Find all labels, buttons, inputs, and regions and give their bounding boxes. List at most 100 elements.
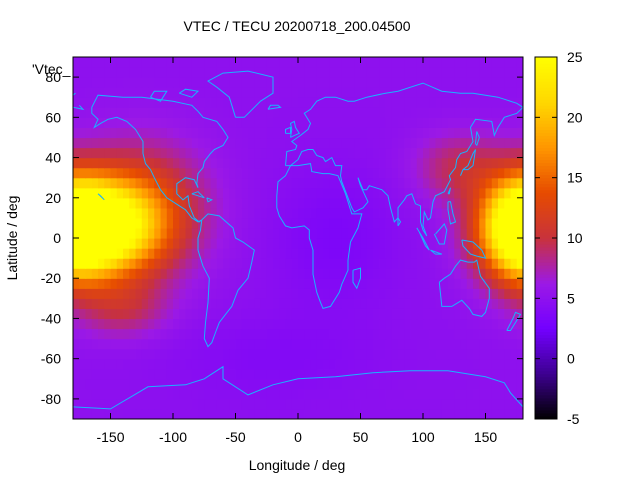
colorbar-segment (535, 355, 557, 360)
heatmap-cell (423, 368, 430, 380)
heatmap-cell (279, 177, 287, 189)
heatmap-cell (323, 238, 330, 249)
heatmap-cell (110, 248, 118, 259)
heatmap-cell (485, 388, 493, 400)
heatmap-cell (273, 298, 280, 309)
heatmap-cell (498, 157, 505, 169)
heatmap-cell (241, 268, 249, 279)
heatmap-cell (335, 187, 343, 199)
colorbar-segment (535, 247, 557, 251)
heatmap-cell (148, 87, 155, 98)
heatmap-cell (204, 378, 212, 390)
heatmap-cell (473, 157, 480, 169)
heatmap-cell (498, 298, 505, 309)
heatmap-cell (379, 348, 387, 360)
heatmap-cell (191, 328, 199, 340)
heatmap-cell (304, 358, 312, 370)
heatmap-cell (366, 398, 374, 410)
heatmap-cell (360, 87, 368, 98)
heatmap-cell (223, 258, 230, 269)
colorbar-segment (535, 376, 557, 381)
heatmap-cell (235, 67, 243, 78)
heatmap-cell (441, 77, 449, 88)
heatmap-cell (229, 57, 237, 68)
heatmap-cell (485, 338, 493, 350)
heatmap-cell (373, 97, 380, 108)
y-tick-label: -60 (41, 351, 61, 367)
heatmap-cell (416, 197, 424, 209)
heatmap-cell (254, 308, 262, 320)
heatmap-cell (104, 318, 112, 330)
heatmap-cell (141, 217, 149, 229)
heatmap-cell (385, 378, 393, 390)
heatmap-cell (404, 298, 412, 309)
heatmap-cell (441, 348, 449, 360)
heatmap-cell (210, 217, 218, 229)
heatmap-cell (229, 328, 237, 340)
heatmap-cell (416, 57, 424, 68)
heatmap-cell (429, 408, 437, 419)
heatmap-cell (254, 107, 262, 118)
heatmap-cell (91, 97, 99, 108)
heatmap-cell (285, 207, 293, 219)
heatmap-cell (510, 338, 518, 350)
heatmap-cell (454, 298, 462, 309)
heatmap-cell (323, 258, 330, 269)
heatmap-cell (260, 238, 268, 249)
heatmap-cell (404, 238, 412, 249)
heatmap-cell (354, 338, 362, 350)
heatmap-cell (235, 57, 243, 68)
heatmap-cell (423, 187, 430, 199)
heatmap-cell (298, 97, 305, 108)
heatmap-cell (485, 137, 493, 149)
x-axis-label: Longitude / deg (249, 457, 346, 473)
heatmap-cell (304, 147, 312, 159)
heatmap-cell (104, 67, 112, 78)
heatmap-cell (129, 258, 137, 269)
heatmap-cell (241, 197, 249, 209)
heatmap-cell (398, 157, 405, 169)
heatmap-cell (129, 368, 137, 380)
heatmap-cell (341, 207, 349, 219)
heatmap-cell (516, 238, 523, 249)
heatmap-cell (241, 338, 249, 350)
heatmap-cell (254, 248, 262, 259)
heatmap-cell (298, 268, 305, 279)
heatmap-cell (491, 328, 499, 340)
heatmap-cell (373, 388, 380, 400)
heatmap-cell (341, 157, 349, 169)
heatmap-cell (148, 117, 155, 128)
heatmap-cell (241, 368, 249, 380)
heatmap-cell (310, 67, 318, 78)
heatmap-cell (254, 207, 262, 219)
heatmap-cell (123, 308, 130, 320)
heatmap-cell (460, 388, 468, 400)
heatmap-cell (441, 117, 449, 128)
heatmap-cell (254, 167, 262, 179)
heatmap-cell (423, 147, 430, 159)
heatmap-cell (410, 77, 418, 88)
heatmap-cell (285, 408, 293, 419)
heatmap-cell (360, 177, 368, 189)
heatmap-cell (129, 177, 137, 189)
heatmap-cell (479, 248, 487, 259)
heatmap-cell (360, 338, 368, 350)
heatmap-cell (260, 67, 268, 78)
heatmap-cell (154, 238, 162, 249)
heatmap-cell (485, 268, 493, 279)
heatmap-cell (254, 77, 262, 88)
heatmap-cell (148, 308, 155, 320)
heatmap-cell (504, 77, 512, 88)
heatmap-cell (516, 197, 523, 209)
heatmap-cell (229, 358, 237, 370)
heatmap-cell (204, 197, 212, 209)
heatmap-cell (166, 97, 174, 108)
heatmap-cell (416, 368, 424, 380)
heatmap-cell (329, 348, 337, 360)
heatmap-cell (385, 197, 393, 209)
heatmap-cell (304, 388, 312, 400)
heatmap-cell (416, 298, 424, 309)
heatmap-cell (129, 57, 137, 68)
heatmap-cell (248, 338, 255, 350)
heatmap-cell (285, 127, 293, 139)
